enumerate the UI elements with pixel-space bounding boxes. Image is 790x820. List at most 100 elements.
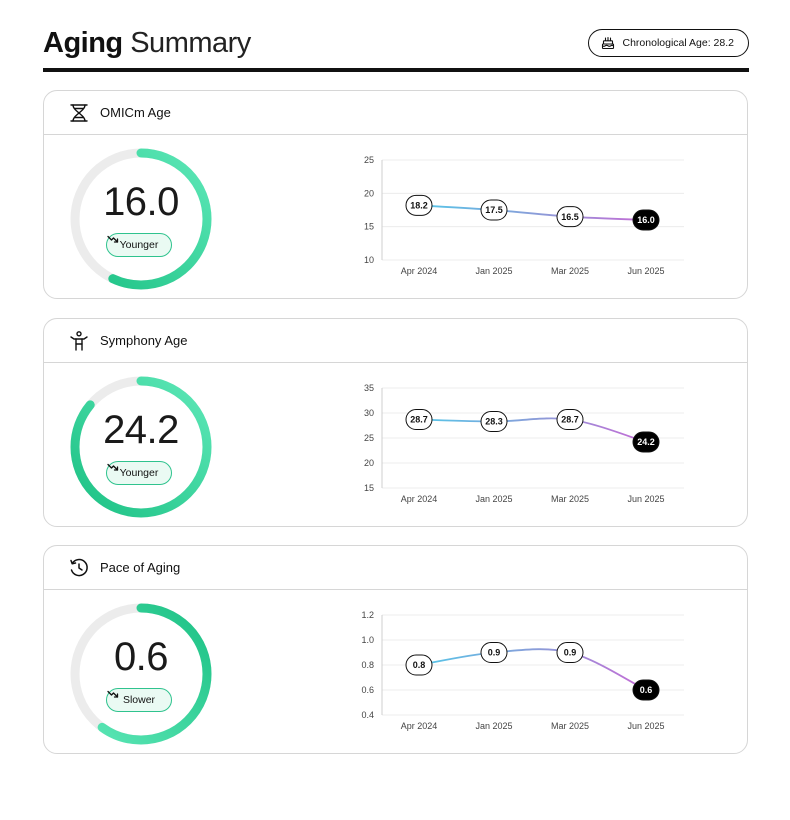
x-tick-label: Jun 2025 (627, 721, 664, 731)
cake-icon (601, 36, 614, 50)
card-header: OMICm Age (44, 91, 747, 135)
status-badge: Slower (106, 688, 172, 712)
trending-down-icon (107, 690, 119, 698)
data-point: 17.5 (480, 199, 508, 221)
data-point: 28.7 (405, 409, 433, 430)
series-line (418, 648, 647, 691)
data-point: 24.2 (632, 431, 660, 453)
data-point: 0.9 (556, 642, 584, 663)
data-point: 0.9 (480, 642, 508, 663)
data-label: 17.5 (485, 205, 503, 215)
gauge: 24.2 Younger (68, 374, 214, 520)
data-point-marker (556, 642, 584, 663)
x-tick-label: Jan 2025 (475, 494, 512, 504)
status-badge: Younger (106, 461, 172, 485)
data-label: 28.7 (410, 415, 428, 425)
status-badge-label: Younger (119, 239, 159, 251)
page-title: Aging Summary (43, 26, 251, 60)
x-tick-label: Jan 2025 (475, 721, 512, 731)
y-tick-label: 15 (364, 222, 374, 232)
chronological-age-label: Chronological Age: 28.2 (622, 37, 735, 49)
pace-of-aging-chart: 1.2 1.0 0.8 0.6 0.4 Apr 2024 Jan 2025 Mar 2025 J… (361, 610, 684, 731)
gauge: 0.6 Slower (68, 601, 214, 747)
data-label: 16.0 (637, 215, 655, 225)
x-tick-label: Jun 2025 (627, 494, 664, 504)
dna-icon (70, 103, 88, 122)
card-header: Pace of Aging (44, 546, 747, 590)
age-value: 16.0 (103, 180, 179, 224)
data-label: 0.6 (640, 685, 653, 695)
data-label: 16.5 (561, 212, 579, 222)
header-divider (43, 68, 749, 72)
page-title-light: Summary (130, 27, 251, 59)
data-point-marker (556, 409, 584, 430)
chronological-age-badge: Chronological Age: 28.2 (587, 29, 749, 57)
data-point-marker (480, 199, 508, 221)
x-tick-label: Apr 2024 (401, 721, 438, 731)
data-label: 0.9 (564, 648, 577, 658)
x-tick-label: Mar 2025 (551, 266, 589, 276)
card-title: Pace of Aging (100, 560, 181, 575)
y-tick-label: 15 (364, 483, 374, 493)
person-icon (70, 330, 88, 351)
status-badge: Younger (106, 233, 172, 257)
data-point-marker (405, 409, 433, 430)
card-header: Symphony Age (44, 319, 747, 363)
y-tick-label: 20 (364, 458, 374, 468)
data-point-marker (632, 431, 660, 453)
data-point-marker (632, 679, 660, 701)
gauge-progress (70, 148, 212, 290)
data-point: 16.5 (556, 206, 584, 228)
trending-down-icon (107, 235, 119, 243)
data-point: 16.0 (632, 209, 660, 231)
y-tick-label: 25 (364, 433, 374, 443)
omicm-age-chart: 25 20 15 10 Apr 2024 Jan 2025 Mar 2025 Jun 2025… (364, 155, 684, 276)
y-tick-label: 0.4 (361, 710, 374, 720)
x-tick-label: Jun 2025 (627, 266, 664, 276)
y-tick-label: 25 (364, 155, 374, 165)
card-title: OMICm Age (100, 105, 171, 120)
data-label: 28.7 (561, 415, 579, 425)
x-tick-label: Mar 2025 (551, 721, 589, 731)
y-tick-label: 35 (364, 383, 374, 393)
clock-icon (70, 558, 88, 576)
card-title: Symphony Age (100, 333, 188, 348)
x-tick-label: Apr 2024 (401, 266, 438, 276)
data-point-marker (405, 654, 433, 676)
data-point-marker (405, 194, 433, 216)
data-point-marker (480, 411, 508, 432)
data-point: 28.3 (480, 411, 508, 432)
pace-of-aging-card: Pace of Aging 0.6 Slower 1.2 1.0 0.8 0.6 0.4… (43, 545, 748, 754)
data-point-marker (480, 642, 508, 663)
x-tick-label: Mar 2025 (551, 494, 589, 504)
y-tick-label: 30 (364, 408, 374, 418)
y-tick-label: 0.8 (361, 660, 374, 670)
gauge-ring (70, 376, 212, 518)
gauge-ring (70, 603, 212, 745)
status-badge-label: Slower (122, 694, 156, 706)
y-tick-label: 1.2 (361, 610, 374, 620)
y-tick-label: 20 (364, 188, 374, 198)
status-badge-label: Younger (119, 467, 159, 479)
data-label: 24.2 (637, 437, 655, 447)
series-line (418, 417, 647, 443)
x-tick-label: Apr 2024 (401, 494, 438, 504)
gauge-progress (70, 603, 212, 745)
data-point-marker (632, 209, 660, 231)
series-line (418, 204, 647, 221)
y-tick-label: 0.6 (361, 685, 374, 695)
data-label: 28.3 (485, 417, 503, 427)
data-point: 0.8 (405, 654, 433, 676)
y-tick-label: 10 (364, 255, 374, 265)
trending-down-icon (107, 463, 119, 471)
gauge: 16.0 Younger (68, 146, 214, 292)
y-tick-label: 1.0 (361, 635, 374, 645)
symphony-age-chart: 35 30 25 20 15 Apr 2024 Jan 2025 Mar 2025 Jun 20… (364, 383, 684, 504)
gauge-progress (70, 376, 212, 518)
page-header: Aging Summary Chronological Age: 28.2 (43, 24, 749, 74)
data-label: 0.8 (413, 660, 426, 670)
omicm-age-card: OMICm Age 16.0 Younger 25 20 15 10 Apr 2024 J… (43, 90, 748, 299)
page-title-bold: Aging (43, 27, 123, 59)
data-point: 0.6 (632, 679, 660, 701)
data-point-marker (556, 206, 584, 228)
